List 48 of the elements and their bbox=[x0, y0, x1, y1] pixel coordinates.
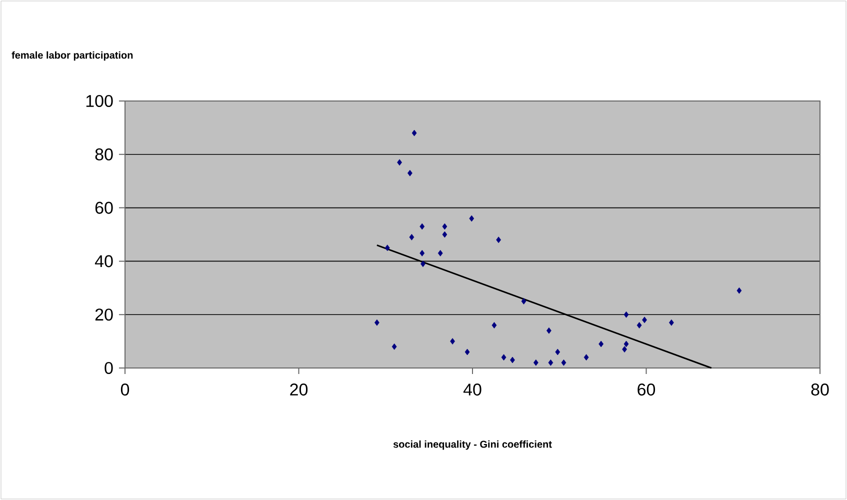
point bbox=[442, 231, 448, 238]
point bbox=[438, 250, 443, 256]
point bbox=[420, 260, 426, 268]
point bbox=[521, 298, 526, 304]
y-tick-label: 100 bbox=[86, 94, 113, 108]
point bbox=[555, 348, 560, 356]
point bbox=[584, 354, 589, 361]
point bbox=[624, 311, 629, 318]
point bbox=[384, 244, 390, 252]
point bbox=[374, 319, 380, 326]
point bbox=[496, 236, 502, 244]
point bbox=[598, 340, 604, 348]
point bbox=[420, 223, 425, 230]
point bbox=[409, 234, 414, 240]
point bbox=[533, 359, 538, 366]
x-axis-title: social inequality - Gini coefficient bbox=[393, 440, 552, 450]
point bbox=[492, 322, 497, 328]
point bbox=[624, 340, 629, 348]
x-tick-label: 60 bbox=[638, 384, 656, 396]
point bbox=[546, 327, 552, 334]
point bbox=[412, 130, 417, 136]
point bbox=[392, 343, 397, 350]
point bbox=[469, 215, 474, 222]
point bbox=[736, 287, 742, 294]
y-tick-label: 60 bbox=[95, 202, 113, 214]
y-axis-title: female labor participation bbox=[12, 51, 133, 61]
x-tick-label: 20 bbox=[290, 384, 308, 396]
point bbox=[668, 319, 674, 326]
y-tick-label: 80 bbox=[95, 148, 113, 160]
point bbox=[548, 359, 554, 366]
point bbox=[510, 356, 515, 364]
point bbox=[501, 354, 506, 361]
x-tick-label: 80 bbox=[811, 384, 829, 396]
point bbox=[408, 170, 412, 176]
point bbox=[420, 250, 425, 256]
x-tick-label: 40 bbox=[463, 384, 482, 396]
point bbox=[450, 338, 455, 344]
point bbox=[442, 223, 448, 230]
point bbox=[636, 322, 642, 328]
y-tick-label: 20 bbox=[95, 308, 113, 321]
y-tick-label: 40 bbox=[94, 255, 113, 268]
y-tick-label: 0 bbox=[104, 362, 113, 374]
point bbox=[622, 346, 627, 353]
point bbox=[561, 359, 566, 366]
point bbox=[642, 316, 647, 324]
point bbox=[464, 348, 470, 356]
point bbox=[397, 159, 402, 166]
x-tick-label: 0 bbox=[120, 384, 130, 396]
